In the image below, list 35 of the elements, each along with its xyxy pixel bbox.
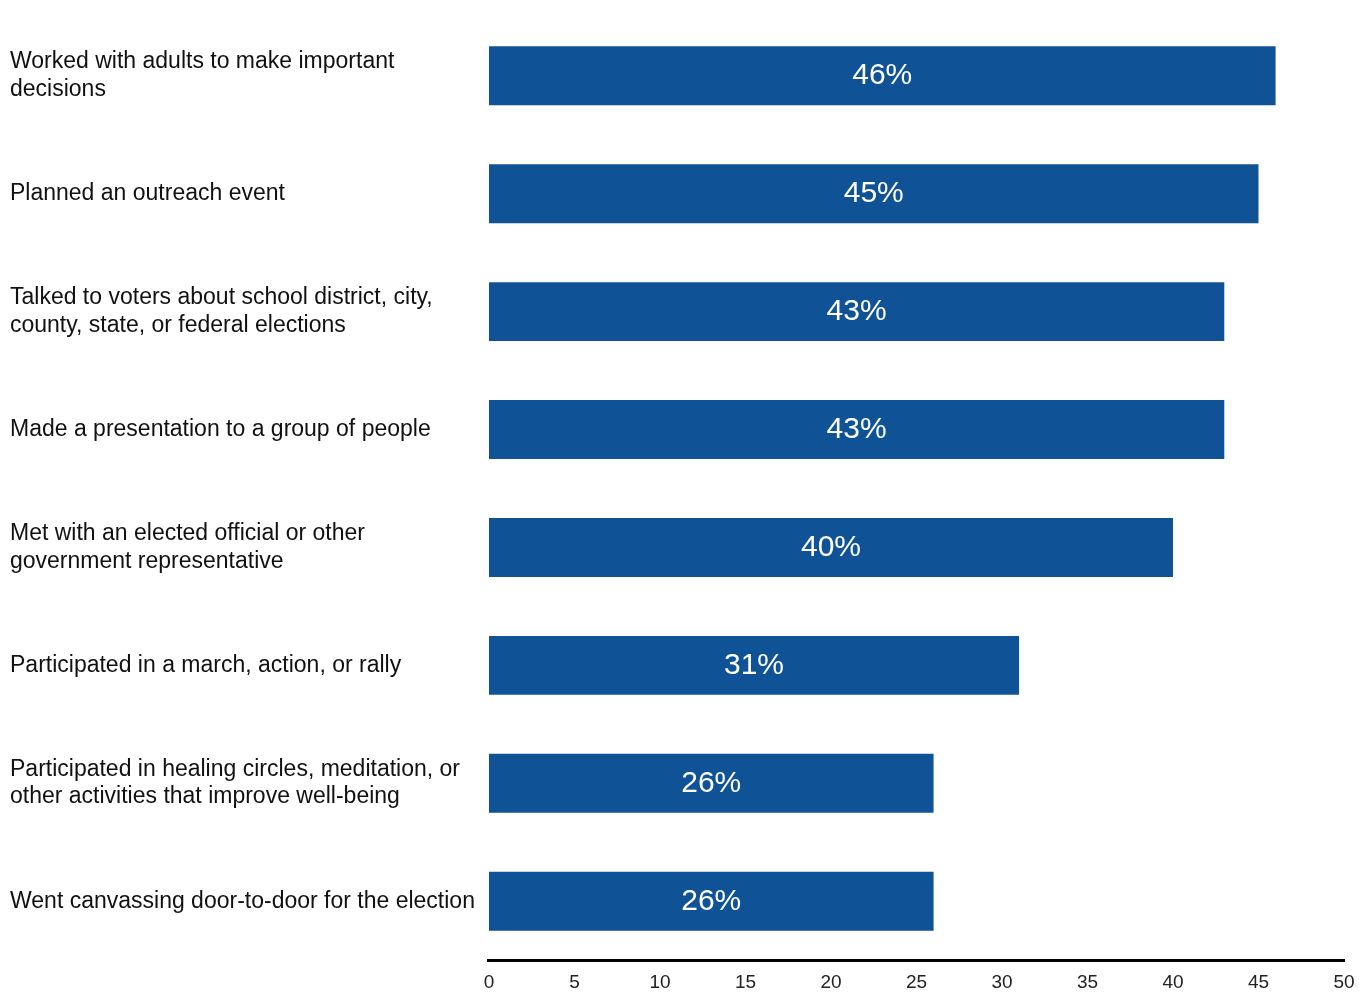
- x-tick-label: 0: [483, 970, 495, 992]
- bar: [488, 635, 1020, 695]
- bar: [488, 517, 1173, 577]
- x-tick-label: 35: [1076, 970, 1099, 992]
- y-tick-label: Went canvassing door-to-door for the election: [10, 886, 475, 913]
- data-label: 43%: [826, 292, 887, 326]
- data-label: 45%: [843, 174, 904, 208]
- data-label: 40%: [800, 528, 861, 562]
- data-label: 26%: [681, 882, 742, 916]
- data-label: 43%: [826, 410, 887, 444]
- data-label: 46%: [852, 57, 913, 91]
- x-tick-label: 15: [734, 970, 757, 992]
- y-tick-label: Participated in healing circles, meditation, or other activities that improve well-being: [10, 754, 461, 809]
- y-tick-label: Planned an outreach event: [10, 179, 286, 206]
- x-tick-label: 25: [905, 970, 928, 992]
- y-tick-label: Talked to voters about school district, city, county, state, or federal elections: [10, 283, 433, 337]
- y-tick-label: Met with an elected official or other government representative: [10, 519, 366, 573]
- bar: [488, 753, 934, 813]
- data-label: 26%: [681, 764, 742, 798]
- y-tick-label: Worked with adults to make important decisions: [10, 47, 395, 101]
- bar: [488, 282, 1225, 342]
- bar: [488, 871, 934, 931]
- x-tick-label: 10: [649, 970, 671, 992]
- x-tick-label: 50: [1333, 970, 1355, 992]
- x-tick-label: 45: [1247, 970, 1270, 992]
- data-label: 31%: [723, 646, 785, 680]
- x-tick-label: 5: [569, 970, 580, 992]
- y-tick-label: Made a presentation to a group of people: [10, 414, 431, 441]
- x-tick-label: 30: [991, 970, 1013, 992]
- bar: [488, 400, 1225, 460]
- bar: [488, 164, 1259, 224]
- y-tick-label: Participated in a march, action, or rally: [10, 650, 402, 677]
- bar: [488, 46, 1276, 106]
- x-tick-label: 20: [820, 970, 842, 992]
- x-tick-label: 40: [1162, 970, 1184, 992]
